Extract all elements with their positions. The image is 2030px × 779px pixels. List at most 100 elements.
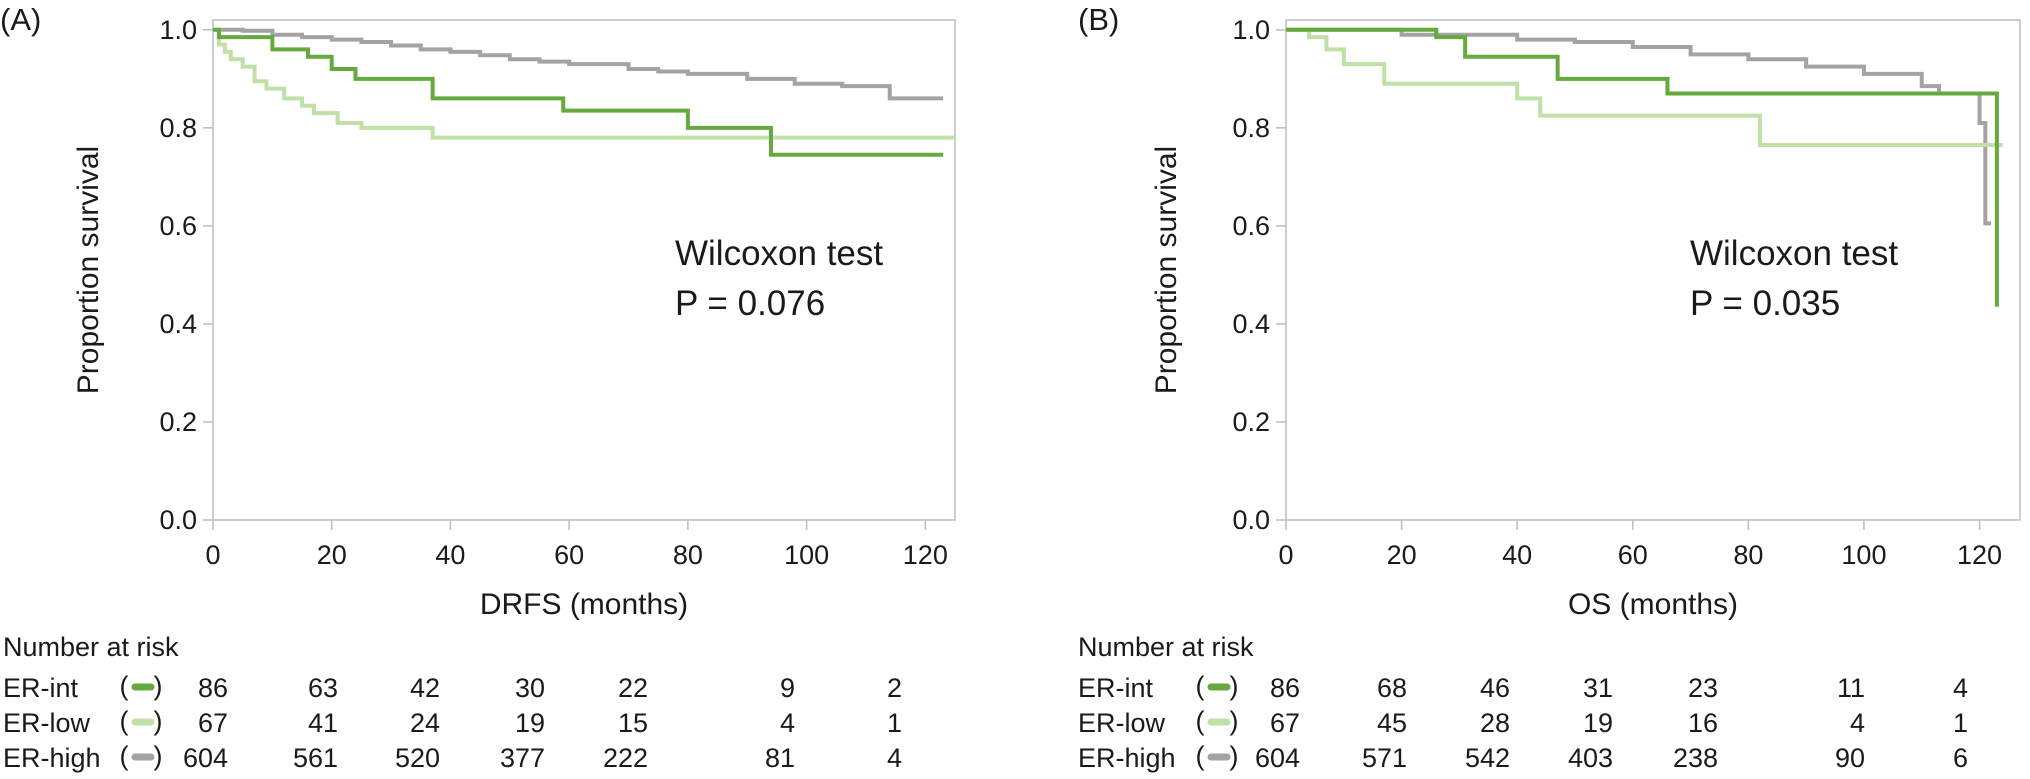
x-tick-label: 60 — [554, 540, 584, 570]
risk-count: 11 — [1837, 673, 1865, 703]
x-tick-label: 40 — [1502, 540, 1532, 570]
risk-count: 403 — [1568, 743, 1613, 773]
risk-count: 90 — [1835, 743, 1865, 773]
legend-paren-open: ( — [1196, 741, 1205, 771]
risk-count: 15 — [618, 708, 648, 738]
risk-count: 520 — [395, 743, 440, 773]
x-tick-label: 20 — [317, 540, 347, 570]
survival-curve-er-high — [1286, 27, 1992, 226]
risk-count: 2 — [887, 673, 902, 703]
risk-count: 46 — [1480, 673, 1510, 703]
y-tick-label: 0.0 — [159, 505, 197, 535]
wilcoxon-test-label: Wilcoxon test — [675, 234, 883, 273]
legend-paren-close: ) — [1230, 706, 1239, 736]
y-tick-label: 0.6 — [1232, 211, 1270, 241]
legend-paren-close: ) — [1230, 671, 1239, 701]
y-tick-label: 0.4 — [159, 309, 197, 339]
y-axis-label: Proportion survival — [72, 146, 105, 394]
risk-count: 604 — [183, 743, 228, 773]
risk-row-label: ER-low — [1078, 708, 1166, 738]
risk-count: 68 — [1377, 673, 1407, 703]
risk-row-label: ER-int — [3, 673, 79, 703]
x-tick-label: 80 — [1733, 540, 1763, 570]
risk-count: 1 — [1953, 708, 1968, 738]
risk-table-heading: Number at risk — [1078, 632, 1254, 662]
risk-count: 222 — [603, 743, 648, 773]
survival-curve-er-int — [213, 27, 944, 157]
panel-label: (B) — [1078, 2, 1119, 37]
risk-count: 42 — [410, 673, 440, 703]
y-axis-label: Proportion survival — [1150, 146, 1183, 394]
plot-frame — [1285, 19, 2021, 521]
risk-count: 561 — [293, 743, 338, 773]
y-tick-label: 0.2 — [1232, 407, 1270, 437]
survival-curve-er-low — [213, 27, 955, 140]
panel-label: (A) — [0, 2, 41, 37]
chart-panel-b: (B) 0.0 0.2 0.4 0.6 0.8 1.0 0 20 40 60 80 100 120 OS (… — [1078, 2, 2021, 773]
y-tick-label: 0.6 — [159, 211, 197, 241]
risk-count: 571 — [1362, 743, 1407, 773]
y-tick-label: 0.8 — [1232, 113, 1270, 143]
risk-count: 19 — [515, 708, 545, 738]
y-tick-label: 1.0 — [159, 15, 197, 45]
risk-count: 22 — [618, 673, 648, 703]
y-tick-label: 1.0 — [1232, 15, 1270, 45]
risk-count: 67 — [198, 708, 228, 738]
x-tick-label: 80 — [673, 540, 703, 570]
y-tick-label: 0.4 — [1232, 309, 1270, 339]
legend-paren-close: ) — [154, 671, 163, 701]
legend-paren-open: ( — [120, 706, 129, 736]
legend-paren-open: ( — [120, 671, 129, 701]
risk-row-label: ER-int — [1078, 673, 1154, 703]
x-tick-label: 0 — [1278, 540, 1293, 570]
risk-count: 19 — [1583, 708, 1613, 738]
risk-count: 4 — [887, 743, 902, 773]
legend-paren-close: ) — [154, 741, 163, 771]
x-tick-label: 40 — [435, 540, 465, 570]
risk-count: 16 — [1688, 708, 1718, 738]
risk-count: 238 — [1673, 743, 1718, 773]
y-tick-label: 0.2 — [159, 407, 197, 437]
risk-count: 377 — [500, 743, 545, 773]
risk-count: 24 — [410, 708, 440, 738]
legend-paren-open: ( — [1196, 671, 1205, 701]
p-value-label: P = 0.035 — [1690, 284, 1840, 323]
risk-count: 67 — [1270, 708, 1300, 738]
risk-count: 86 — [1270, 673, 1300, 703]
plot-frame — [212, 19, 956, 521]
survival-curve-er-high — [213, 27, 944, 101]
x-axis-label: OS (months) — [1568, 588, 1738, 621]
x-tick-label: 20 — [1387, 540, 1417, 570]
risk-count: 86 — [198, 673, 228, 703]
risk-count: 9 — [780, 673, 795, 703]
legend-paren-open: ( — [120, 741, 129, 771]
risk-count: 4 — [780, 708, 795, 738]
risk-row-label: ER-low — [3, 708, 91, 738]
risk-row-label: ER-high — [1078, 743, 1176, 773]
chart-panel-a: (A) 0.0 0.2 0.4 0.6 0.8 1.0 0 20 40 60 80 100 120 DRFS… — [0, 2, 956, 773]
x-tick-label: 60 — [1618, 540, 1648, 570]
y-tick-label: 0.0 — [1232, 505, 1270, 535]
p-value-label: P = 0.076 — [675, 284, 825, 323]
x-tick-label: 0 — [205, 540, 220, 570]
wilcoxon-test-label: Wilcoxon test — [1690, 234, 1898, 273]
risk-count: 1 — [887, 708, 902, 738]
x-tick-label: 100 — [784, 540, 829, 570]
risk-count: 4 — [1953, 673, 1968, 703]
risk-count: 4 — [1850, 708, 1865, 738]
risk-count: 6 — [1953, 743, 1968, 773]
x-tick-label: 100 — [1841, 540, 1886, 570]
legend-paren-close: ) — [154, 706, 163, 736]
survival-curve-er-low — [1286, 27, 2003, 147]
x-tick-label: 120 — [1957, 540, 2002, 570]
risk-table-heading: Number at risk — [3, 632, 179, 662]
x-tick-label: 120 — [903, 540, 948, 570]
risk-count: 28 — [1480, 708, 1510, 738]
legend-paren-open: ( — [1196, 706, 1205, 736]
risk-count: 604 — [1255, 743, 1300, 773]
risk-count: 45 — [1377, 708, 1407, 738]
risk-count: 542 — [1465, 743, 1510, 773]
y-tick-label: 0.8 — [159, 113, 197, 143]
risk-count: 41 — [308, 708, 338, 738]
